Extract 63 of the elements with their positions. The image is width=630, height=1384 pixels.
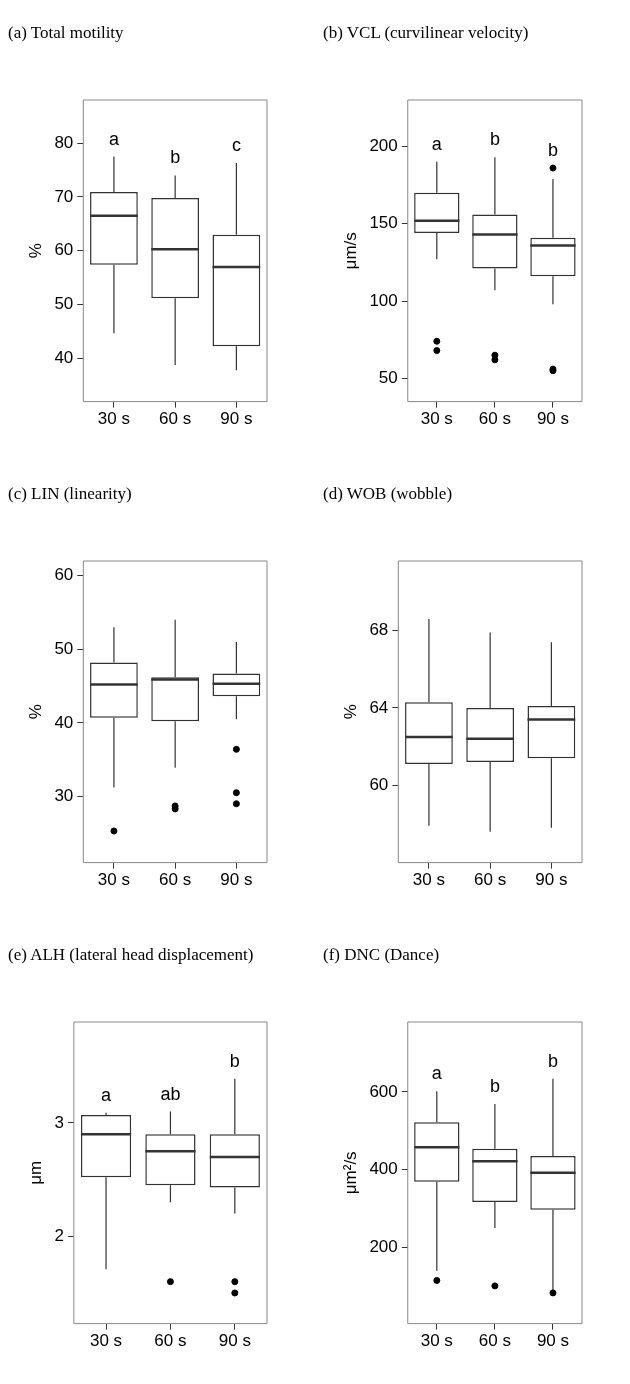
y-tick-label: 2 [54, 1225, 64, 1245]
y-axis-title: % [340, 704, 360, 720]
x-tick-label: 90 s [535, 870, 568, 890]
x-tick-label: 60 s [478, 409, 511, 429]
y-axis-title: μm²/s [340, 1151, 360, 1195]
y-tick-label: 50 [54, 294, 74, 314]
chart-title: (c) LIN (linearity) [7, 483, 133, 505]
x-tick-label: 90 s [536, 1331, 570, 1351]
y-tick-label: 60 [54, 240, 74, 260]
annotation: b [229, 1050, 240, 1071]
annotation: b [489, 1075, 500, 1096]
y-tick-label: 3 [54, 1112, 64, 1132]
y-tick-label: 400 [369, 1159, 398, 1179]
x-tick-label: 30 s [420, 1331, 453, 1351]
x-tick-label: 30 s [89, 1331, 123, 1351]
y-tick-label: 60 [54, 565, 74, 585]
x-tick-label: 90 s [220, 870, 253, 890]
y-tick-label: 70 [54, 186, 74, 206]
annotation: a [101, 1084, 113, 1105]
x-tick-label: 60 s [154, 1331, 187, 1351]
y-tick-label: 64 [369, 697, 389, 717]
y-tick-label: 50 [378, 368, 398, 388]
y-tick-label: 68 [369, 620, 389, 640]
y-tick-label: 40 [54, 348, 74, 368]
y-tick-label: 40 [54, 712, 74, 732]
annotation: ab [160, 1083, 181, 1104]
y-tick-label: 600 [369, 1081, 398, 1101]
annotation: b [547, 140, 558, 161]
y-tick-label: 150 [369, 213, 398, 233]
y-axis-title: μm [25, 1160, 45, 1185]
y-tick-label: 30 [54, 786, 74, 806]
y-tick-label: 100 [369, 290, 398, 310]
annotation: b [547, 1050, 558, 1071]
annotation: a [108, 128, 120, 149]
x-tick-label: 90 s [220, 409, 253, 429]
y-tick-label: 200 [369, 136, 398, 156]
x-tick-label: 30 s [412, 870, 445, 890]
chart-title: (a) Total motility [7, 22, 125, 44]
y-tick-label: 80 [54, 132, 74, 152]
chart-title: (e) ALH (lateral head displacement) [7, 944, 255, 966]
chart-title: (d) WOB (wobble) [322, 483, 454, 505]
chart-title: (b) VCL (curvilinear velocity) [322, 22, 530, 44]
x-tick-label: 60 s [474, 870, 507, 890]
y-axis-title: % [25, 704, 45, 720]
annotation: b [489, 129, 500, 150]
y-tick-label: 50 [54, 638, 74, 658]
annotation: a [431, 1063, 443, 1084]
annotation: c [231, 134, 241, 155]
y-axis-title: μm/s [340, 232, 360, 270]
x-tick-label: 30 s [97, 409, 130, 429]
x-tick-label: 90 s [218, 1331, 251, 1351]
chart-title: (f) DNC (Dance) [322, 944, 441, 966]
x-tick-label: 60 s [159, 870, 192, 890]
y-axis-title: % [25, 243, 45, 259]
x-tick-label: 30 s [420, 409, 453, 429]
annotation: a [431, 133, 443, 154]
y-tick-label: 60 [369, 774, 389, 794]
annotation: b [170, 147, 181, 168]
x-tick-label: 60 s [478, 1331, 511, 1351]
y-tick-label: 200 [369, 1237, 398, 1257]
x-tick-label: 60 s [159, 409, 192, 429]
x-tick-label: 90 s [536, 409, 570, 429]
x-tick-label: 30 s [97, 870, 130, 890]
